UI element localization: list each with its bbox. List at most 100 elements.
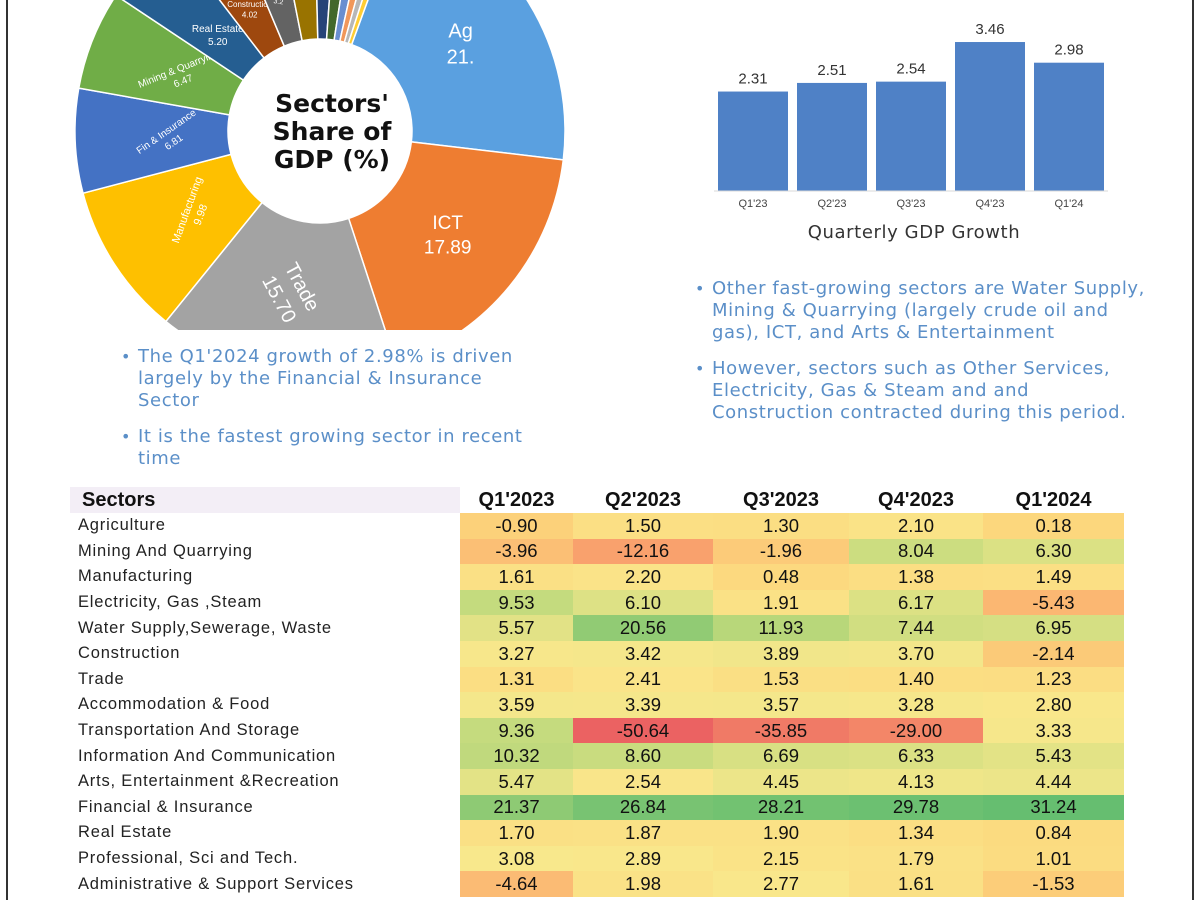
donut-slice-label: Ag 21. bbox=[447, 21, 475, 69]
bar bbox=[955, 42, 1025, 192]
column-header: Sectors bbox=[70, 487, 460, 513]
bar-category-label: Q1'24 bbox=[1054, 198, 1083, 210]
growth-value-cell: 6.69 bbox=[713, 743, 849, 769]
column-header: Q3'2023 bbox=[713, 487, 849, 513]
growth-value-cell: 29.78 bbox=[849, 794, 983, 821]
sector-name-cell: Agriculture bbox=[78, 516, 166, 535]
table-row: Manufacturing 1.61 2.20 0.48 1.38 1.49 bbox=[70, 564, 1124, 590]
bar-chart-title: Quarterly GDP Growth bbox=[808, 222, 1020, 243]
donut-slice bbox=[121, 0, 266, 82]
column-header: Q4'2023 bbox=[849, 487, 983, 513]
growth-value-cell: 1.31 bbox=[460, 666, 573, 693]
page-frame-right bbox=[1192, 0, 1194, 900]
sector-name-cell: Real Estate bbox=[78, 823, 173, 842]
column-header: Q1'2024 bbox=[983, 487, 1124, 513]
growth-value-cell: 5.57 bbox=[460, 615, 573, 641]
growth-value-cell: -50.64 bbox=[573, 717, 713, 744]
sector-name-cell: Manufacturing bbox=[78, 567, 193, 586]
slice-name-label: Ag bbox=[448, 21, 472, 43]
growth-value-cell: 1.87 bbox=[573, 820, 713, 846]
growth-value-cell: 10.32 bbox=[460, 743, 573, 769]
table-row: Administrative & Support Services -4.64 1.… bbox=[70, 871, 1124, 897]
donut-slice-label: ICT 17.89 bbox=[424, 213, 472, 259]
growth-value-cell: 28.21 bbox=[713, 794, 849, 821]
growth-value-cell: 1.38 bbox=[849, 564, 983, 590]
growth-value-cell: -3.96 bbox=[460, 538, 573, 565]
growth-value-cell: 2.54 bbox=[573, 768, 713, 795]
growth-value-cell: 1.90 bbox=[713, 820, 849, 846]
bullet-item: It is the fastest growing sector in rece… bbox=[118, 426, 548, 470]
sector-name-cell: Water Supply,Sewerage, Waste bbox=[78, 618, 332, 637]
donut-slice-label: Professional, Sci and Tech3.2 bbox=[238, 0, 321, 6]
donut-slice bbox=[347, 141, 565, 330]
growth-value-cell: 21.37 bbox=[460, 794, 573, 821]
growth-value-cell: -4.64 bbox=[460, 871, 573, 897]
table-row: Professional, Sci and Tech. 3.08 2.89 2.15 1… bbox=[70, 845, 1124, 872]
growth-value-cell: 3.27 bbox=[460, 640, 573, 667]
donut-slice bbox=[347, 0, 369, 46]
growth-value-cell: 3.42 bbox=[573, 640, 713, 667]
sector-name-cell: Accommodation & Food bbox=[78, 695, 271, 714]
growth-value-cell: 3.59 bbox=[460, 692, 573, 718]
growth-value-cell: 0.84 bbox=[983, 820, 1124, 846]
growth-value-cell: -5.43 bbox=[983, 589, 1124, 616]
growth-value-cell: 8.60 bbox=[573, 743, 713, 769]
donut-slice bbox=[164, 201, 386, 330]
table-row: Accommodation & Food 3.59 3.39 3.57 3.28 2.80 bbox=[70, 692, 1124, 718]
growth-value-cell: 4.45 bbox=[713, 768, 849, 795]
donut-slice bbox=[350, 0, 566, 161]
table-row: Mining And Quarrying -3.96 -12.16 -1.96 8.04… bbox=[70, 538, 1124, 565]
growth-value-cell: 5.47 bbox=[460, 768, 573, 795]
growth-value-cell: -0.90 bbox=[460, 513, 573, 539]
growth-value-cell: 2.20 bbox=[573, 564, 713, 590]
growth-value-cell: 0.48 bbox=[713, 564, 849, 590]
growth-value-cell: 3.33 bbox=[983, 717, 1124, 744]
left-bullet-notes: The Q1'2024 growth of 2.98% is driven la… bbox=[118, 346, 548, 484]
sector-name-cell: Professional, Sci and Tech. bbox=[78, 849, 299, 868]
growth-value-cell: 1.70 bbox=[460, 820, 573, 846]
growth-value-cell: 1.40 bbox=[849, 666, 983, 693]
growth-value-cell: 1.98 bbox=[573, 871, 713, 897]
growth-value-cell: 2.77 bbox=[713, 871, 849, 897]
growth-value-cell: 1.53 bbox=[713, 666, 849, 693]
growth-value-cell: 11.93 bbox=[713, 615, 849, 641]
growth-value-cell: 8.04 bbox=[849, 538, 983, 565]
sector-name-cell: Arts, Entertainment &Recreation bbox=[78, 772, 340, 791]
growth-value-cell: 2.41 bbox=[573, 666, 713, 693]
growth-value-cell: -35.85 bbox=[713, 717, 849, 744]
growth-value-cell: -1.53 bbox=[983, 871, 1124, 897]
growth-value-cell: 6.17 bbox=[849, 589, 983, 616]
sector-name-cell: Mining And Quarrying bbox=[78, 541, 253, 560]
table-body: Agriculture -0.90 1.50 1.30 2.10 0.18 Mining A… bbox=[70, 513, 1124, 897]
growth-value-cell: 1.34 bbox=[849, 820, 983, 846]
growth-value-cell: 7.44 bbox=[849, 615, 983, 641]
growth-value-cell: 6.95 bbox=[983, 615, 1124, 641]
growth-value-cell: 1.01 bbox=[983, 845, 1124, 872]
donut-title-line: Share of bbox=[273, 117, 393, 146]
bar-value-label: 2.51 bbox=[817, 62, 846, 79]
slice-value-label: 17.89 bbox=[424, 238, 472, 259]
column-header: Q1'2023 bbox=[460, 487, 573, 513]
bar-category-label: Q4'23 bbox=[975, 198, 1004, 210]
growth-value-cell: 1.91 bbox=[713, 589, 849, 616]
slice-value-label: 21. bbox=[447, 47, 475, 69]
growth-value-cell: 3.08 bbox=[460, 845, 573, 872]
growth-value-cell: 6.33 bbox=[849, 743, 983, 769]
growth-value-cell: 1.30 bbox=[713, 513, 849, 539]
growth-value-cell: 1.49 bbox=[983, 564, 1124, 590]
bar-category-label: Q2'23 bbox=[817, 198, 846, 210]
slice-name-label: Real Estate bbox=[192, 24, 244, 35]
growth-value-cell: -29.00 bbox=[849, 717, 983, 744]
growth-value-cell: 2.10 bbox=[849, 513, 983, 539]
bar bbox=[876, 81, 946, 191]
donut-slice-label: Real Estate 5.20 bbox=[192, 24, 244, 48]
growth-value-cell: 9.53 bbox=[460, 589, 573, 616]
growth-value-cell: 3.39 bbox=[573, 692, 713, 718]
slice-value-label: 5.20 bbox=[208, 37, 228, 48]
growth-value-cell: -12.16 bbox=[573, 538, 713, 565]
sector-name-cell: Construction bbox=[78, 644, 181, 663]
growth-value-cell: 5.43 bbox=[983, 743, 1124, 769]
table-row: Information And Communication 10.32 8.60 6.… bbox=[70, 743, 1124, 769]
growth-value-cell: 4.44 bbox=[983, 768, 1124, 795]
table-row: Water Supply,Sewerage, Waste 5.57 20.56 11.… bbox=[70, 615, 1124, 641]
